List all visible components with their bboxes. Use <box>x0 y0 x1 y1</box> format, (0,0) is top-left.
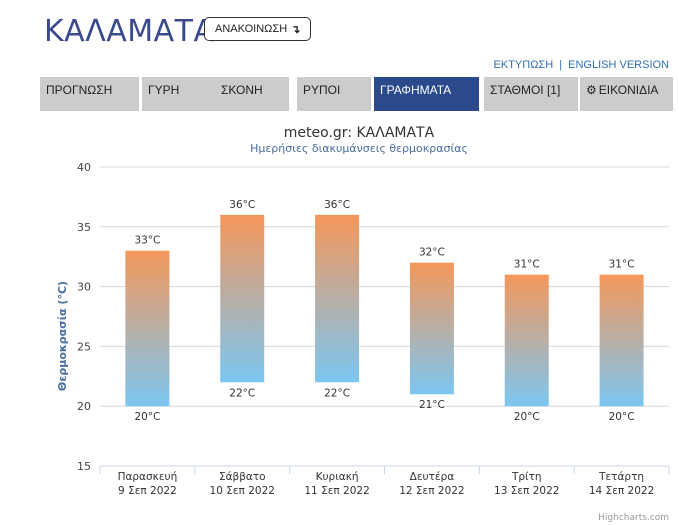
chart-subtitle: Ημερήσιες διακυμάνσεις θερμοκρασίας <box>250 142 468 155</box>
x-tick-date-label: 10 Σεπ 2022 <box>210 485 275 497</box>
max-temp-label: 32°C <box>419 247 445 259</box>
tab-icons[interactable]: ⚙ ΕΙΚΟΝΙΔΙΑ <box>580 77 673 111</box>
tab-label: ΓΡΑΦΗΜΑΤΑ <box>380 83 452 97</box>
chart-title: meteo.gr: ΚΑΛΑΜΑΤΑ <box>284 125 435 141</box>
temperature-range-bar <box>504 274 549 407</box>
x-tick-day-label: Σάββατο <box>219 471 266 483</box>
tab-label: ΠΡΟΓΝΩΣΗ <box>46 83 113 97</box>
credits-text[interactable]: Highcharts.com <box>598 513 669 523</box>
x-tick-day-label: Παρασκευή <box>118 471 178 483</box>
tab-bar: ΠΡΟΓΝΩΣΗ ΓΥΡΗ ΣΚΟΝΗ ΡΥΠΟΙ ΓΡΑΦΗΜΑΤΑ ΣΤΑΘ… <box>40 77 673 111</box>
min-temp-label: 22°C <box>229 387 255 399</box>
temperature-chart: meteo.gr: ΚΑΛΑΜΑΤΑ Ημερήσιες διακυμάνσει… <box>0 118 679 526</box>
y-tick-label: 30 <box>77 281 91 294</box>
temperature-range-bar <box>599 274 644 407</box>
x-tick-date-label: 13 Σεπ 2022 <box>494 485 559 497</box>
min-temp-label: 20°C <box>134 411 160 423</box>
tab-dust[interactable]: ΣΚΟΝΗ <box>215 77 289 111</box>
min-temp-label: 22°C <box>324 387 350 399</box>
max-temp-label: 36°C <box>229 199 255 211</box>
y-tick-label: 20 <box>77 400 91 413</box>
gear-icon: ⚙ <box>586 83 597 97</box>
announcement-button[interactable]: ΑΝΑΚΟΙΝΩΣΗ ↴ <box>204 17 312 41</box>
x-tick-day-label: Κυριακή <box>316 471 359 483</box>
page-title: ΚΑΛΑΜΑΤΑ <box>44 14 215 49</box>
max-temp-label: 36°C <box>324 199 350 211</box>
min-temp-label: 20°C <box>609 411 635 423</box>
x-tick-date-label: 12 Σεπ 2022 <box>399 485 464 497</box>
y-tick-label: 25 <box>77 340 91 353</box>
tab-label: ΣΚΟΝΗ <box>221 83 263 97</box>
y-tick-label: 40 <box>77 161 91 174</box>
tab-label: ΕΙΚΟΝΙΔΙΑ <box>598 83 659 97</box>
y-axis-title: Θερμοκρασία (°C) <box>56 281 69 391</box>
x-tick-date-label: 14 Σεπ 2022 <box>589 485 654 497</box>
max-temp-label: 31°C <box>514 259 540 271</box>
tab-stations[interactable]: ΣΤΑΘΜΟΙ [1] <box>484 77 578 111</box>
y-tick-label: 15 <box>77 460 91 473</box>
min-temp-label: 20°C <box>514 411 540 423</box>
temperature-range-bar <box>125 250 170 407</box>
tab-charts[interactable]: ΓΡΑΦΗΜΑΤΑ <box>374 77 479 111</box>
max-temp-label: 33°C <box>134 235 160 247</box>
print-link[interactable]: ΕΚΤΥΠΩΣΗ <box>493 59 554 71</box>
link-separator: | <box>559 59 563 71</box>
tab-label: ΡΥΠΟΙ <box>303 83 341 97</box>
max-temp-label: 31°C <box>609 259 635 271</box>
tab-pollutants[interactable]: ΡΥΠΟΙ <box>297 77 371 111</box>
temperature-range-bar <box>409 262 454 395</box>
x-tick-date-label: 9 Σεπ 2022 <box>118 485 177 497</box>
x-tick-day-label: Τρίτη <box>511 471 542 483</box>
x-tick-date-label: 11 Σεπ 2022 <box>304 485 369 497</box>
temperature-range-bar <box>220 214 265 383</box>
x-tick-day-label: Δευτέρα <box>410 471 455 483</box>
tab-label: ΣΤΑΘΜΟΙ [1] <box>490 83 561 97</box>
chart-svg: meteo.gr: ΚΑΛΑΜΑΤΑ Ημερήσιες διακυμάνσει… <box>56 125 670 523</box>
min-temp-label: 21°C <box>419 399 445 411</box>
tab-forecast[interactable]: ΠΡΟΓΝΩΣΗ <box>40 77 139 111</box>
y-tick-label: 35 <box>77 221 91 234</box>
temperature-range-bar <box>315 214 360 383</box>
announcement-label: ΑΝΑΚΟΙΝΩΣΗ <box>215 23 288 35</box>
tab-label: ΓΥΡΗ <box>148 83 180 97</box>
arrow-down-icon: ↴ <box>291 23 301 36</box>
top-links: ΕΚΤΥΠΩΣΗ | ENGLISH VERSION <box>494 59 669 71</box>
x-tick-day-label: Τετάρτη <box>598 471 644 483</box>
english-version-link[interactable]: ENGLISH VERSION <box>568 59 669 71</box>
